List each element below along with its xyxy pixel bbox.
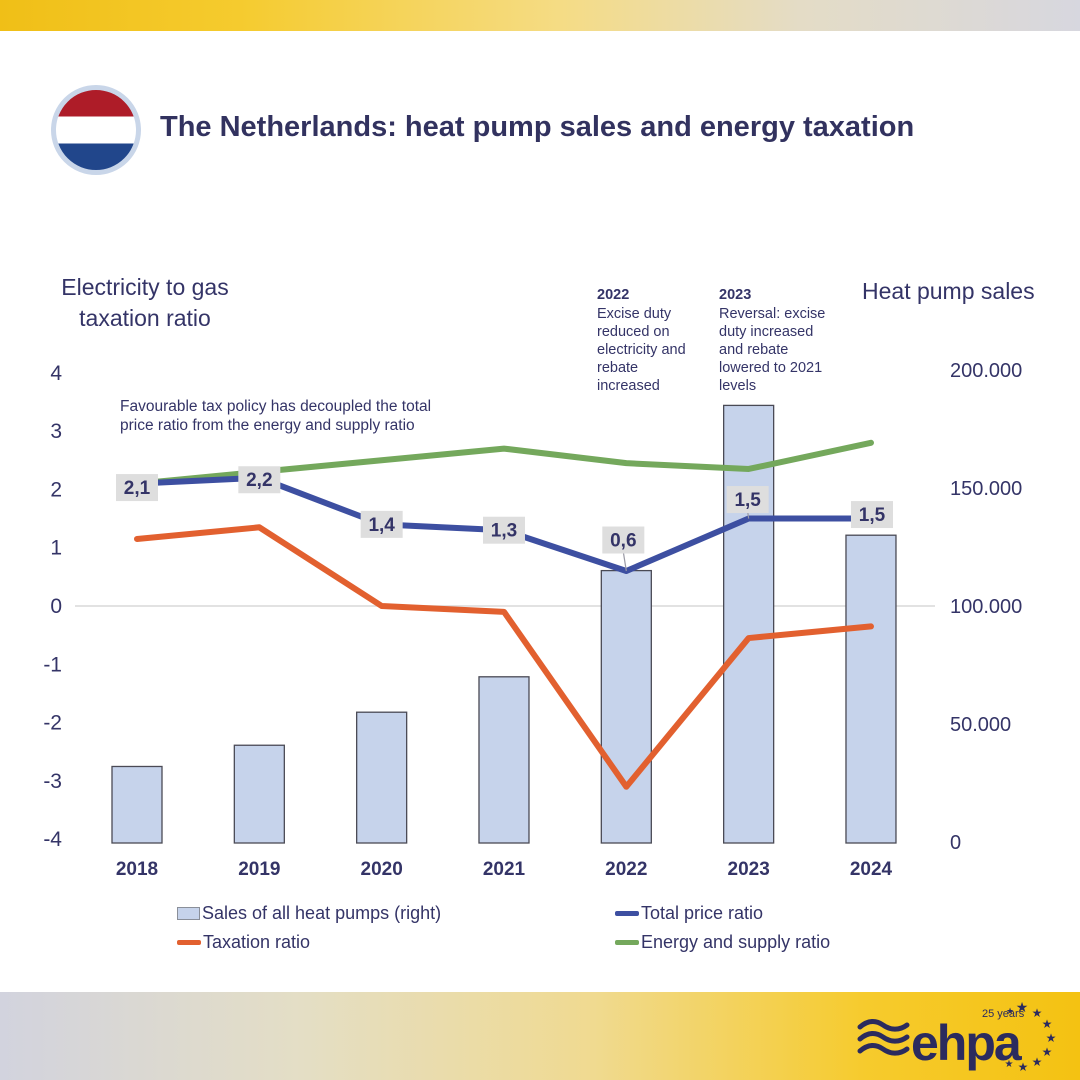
svg-text:★: ★: [1018, 1060, 1029, 1074]
legend-item-total-price[interactable]: Total price ratio: [615, 903, 763, 924]
data-label-box: [726, 486, 769, 514]
bottom-gradient-band: [0, 992, 1080, 1080]
data-label-2018: 2,1: [124, 478, 151, 499]
legend-label-total-price: Total price ratio: [641, 903, 764, 923]
legend-label-taxation: Taxation ratio: [203, 932, 311, 952]
orange-line-swatch-icon: [177, 940, 201, 945]
svg-text:★: ★: [1016, 1000, 1029, 1015]
left-axis-tick: -3: [43, 770, 62, 793]
bar-2022[interactable]: [600, 569, 652, 844]
data-label-box: [116, 474, 158, 502]
legend-item-sales[interactable]: Sales of all heat pumps (right): [177, 903, 441, 924]
left-axis-tick: 0: [50, 595, 62, 618]
data-label-box: [238, 466, 281, 494]
logo-25-years-text: 25 years: [982, 1008, 1025, 1020]
x-label-2023: 2023: [728, 859, 770, 880]
ehpa-logo-text: ehpa: [911, 1015, 1023, 1071]
svg-text:★: ★: [1006, 1006, 1014, 1016]
x-label-2021: 2021: [483, 859, 526, 880]
data-label-box: [850, 501, 893, 529]
left-axis-tick: -1: [43, 653, 62, 676]
right-axis-tick: 200.000: [950, 360, 1022, 382]
left-axis-tick: 3: [50, 420, 62, 443]
bar-2024[interactable]: [845, 534, 897, 844]
right-axis-tick: 150.000: [950, 478, 1022, 500]
left-axis-tick: -4: [43, 828, 62, 851]
data-label-box: [602, 526, 645, 554]
right-axis-tick: 100.000: [950, 596, 1022, 618]
legend-item-energy-supply[interactable]: Energy and supply ratio: [615, 932, 830, 953]
svg-text:★: ★: [1046, 1031, 1057, 1045]
data-label-2021: 1,3: [491, 521, 517, 542]
ehpa-logo: ehpa 25 years ★ ★ ★ ★ ★ ★ ★ ★ ★: [857, 1000, 1057, 1074]
bar-2023[interactable]: [723, 404, 775, 844]
svg-text:★: ★: [1042, 1017, 1053, 1031]
green-line-swatch-icon: [615, 940, 639, 945]
legend-label-sales: Sales of all heat pumps (right): [202, 903, 442, 923]
x-label-2024: 2024: [850, 859, 893, 880]
x-label-2018: 2018: [116, 859, 158, 880]
bar-2021[interactable]: [478, 676, 530, 844]
eu-stars-icon: ★ ★ ★ ★ ★ ★ ★ ★ ★: [1005, 1000, 1057, 1074]
legend-item-taxation[interactable]: Taxation ratio: [177, 932, 310, 953]
top-gradient-band: [0, 0, 1080, 31]
left-axis-tick: 2: [50, 478, 62, 501]
annotation-2023-year: 2023: [719, 287, 752, 303]
svg-text:★: ★: [1032, 1006, 1043, 1020]
blue-line-swatch-icon: [615, 911, 639, 916]
data-label-box: [482, 516, 525, 544]
data-label-2020: 1,4: [368, 515, 395, 536]
right-axis-title: Heat pump sales: [862, 278, 1035, 304]
bar-2019[interactable]: [233, 744, 285, 844]
data-label-2024: 1,5: [859, 505, 886, 526]
left-axis-tick: 1: [50, 537, 62, 560]
label-leader-line: [622, 551, 627, 572]
left-axis-title-line2: taxation ratio: [79, 305, 211, 331]
data-label-2022: 0,6: [610, 531, 636, 552]
bar-swatch-icon: [177, 907, 200, 920]
data-label-2019: 2,2: [246, 470, 272, 491]
svg-text:★: ★: [1032, 1055, 1043, 1069]
line-taxation-ratio[interactable]: [134, 524, 874, 790]
x-label-2020: 2020: [361, 859, 403, 880]
page-title: The Netherlands: heat pump sales and ene…: [160, 111, 915, 143]
data-label-box: [360, 510, 403, 538]
annotation-2022-year: 2022: [597, 287, 630, 303]
x-label-2019: 2019: [238, 859, 280, 880]
right-axis-tick: 50.000: [950, 714, 1011, 736]
right-axis-tick: 0: [950, 832, 961, 854]
chart-note: Favourable tax policy has decoupled the …: [120, 398, 432, 434]
waves-icon: [857, 1019, 910, 1056]
annotation-2022: 2022 Excise duty reduced on electricity …: [597, 286, 701, 395]
left-axis-tick: -2: [43, 712, 62, 735]
left-axis-title: Electricity to gas taxation ratio: [42, 272, 248, 334]
annotation-2023-text: Reversal: excise duty increased and reba…: [719, 306, 826, 394]
annotation-2023: 2023 Reversal: excise duty increased and…: [719, 286, 833, 395]
left-axis-title-line1: Electricity to gas: [61, 274, 229, 300]
data-label-2023: 1,5: [734, 490, 761, 511]
svg-text:★: ★: [1042, 1045, 1053, 1059]
netherlands-flag-icon: [51, 85, 141, 175]
bar-2020[interactable]: [356, 711, 408, 844]
legend-label-energy-supply: Energy and supply ratio: [641, 932, 831, 952]
annotation-2022-text: Excise duty reduced on electricity and r…: [597, 306, 686, 394]
bar-2018[interactable]: [111, 765, 163, 844]
left-axis-tick: 4: [50, 362, 62, 385]
svg-text:★: ★: [1005, 1059, 1014, 1070]
x-label-2022: 2022: [605, 859, 647, 880]
